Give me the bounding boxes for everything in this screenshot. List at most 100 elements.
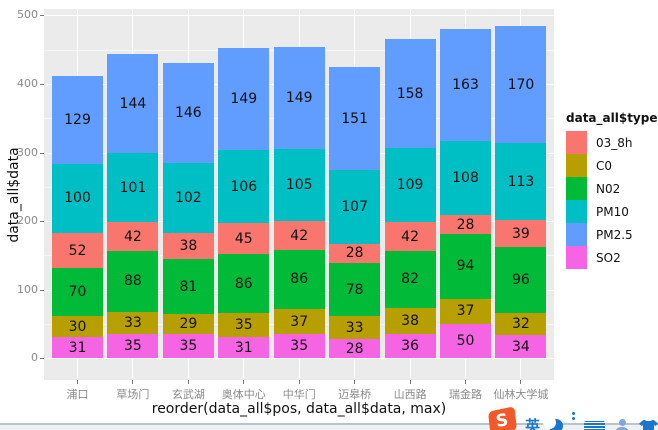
bar-value-label: 81 — [179, 278, 198, 295]
legend-label: PM2.5 — [596, 227, 633, 242]
user-account-icon[interactable] — [614, 414, 630, 430]
bar-value-label: 149 — [230, 91, 258, 108]
bar-segment — [329, 339, 381, 359]
bar-segment — [52, 337, 103, 359]
x-tick-label: 奥体中心 — [221, 388, 266, 401]
bar-value-label: 151 — [341, 110, 368, 127]
bar-value-label: 35 — [234, 317, 253, 334]
bar-segment — [329, 66, 381, 171]
bar-segment — [329, 316, 381, 340]
bar-segment — [218, 223, 270, 255]
taskbar-strip — [0, 425, 658, 430]
bar-value-label: 129 — [64, 111, 91, 128]
bar-segment — [107, 334, 159, 359]
virtual-keyboard-icon[interactable] — [584, 414, 606, 430]
bar-segment — [218, 48, 270, 151]
bar-segment — [273, 334, 325, 359]
x-tick-label: 玄武湖 — [171, 388, 205, 401]
legend-swatch — [566, 246, 587, 269]
bar-segment — [495, 313, 547, 335]
bar-segment — [162, 162, 214, 233]
ime-toolbar: S 英 — [488, 406, 658, 430]
bar-value-label: 82 — [401, 271, 419, 288]
bar-value-label: 86 — [290, 271, 309, 288]
bar-value-label: 96 — [512, 272, 530, 289]
bar-segment — [107, 222, 159, 252]
legend-key: 03_8h — [566, 131, 657, 154]
bar-value-label: 101 — [119, 179, 147, 196]
y-tick-mark — [40, 83, 44, 85]
x-tick-label: 草场门 — [116, 388, 150, 401]
night-mode-icon[interactable] — [543, 414, 564, 430]
bar-value-label: 34 — [512, 338, 530, 355]
bar-segment — [52, 164, 103, 233]
gridline-major — [44, 358, 554, 360]
legend: data_all$type 03_8h C0 N02 PM10 PM2.5 SO2 — [566, 111, 657, 269]
bar-segment — [218, 254, 270, 313]
y-tick-label: 100 — [17, 282, 38, 296]
legend-swatch — [566, 131, 587, 154]
bar-value-label: 170 — [507, 76, 535, 93]
sogou-logo-letter: S — [494, 409, 510, 430]
bar-value-label: 38 — [179, 237, 198, 254]
bar-value-label: 36 — [401, 337, 419, 354]
bar-segment — [52, 232, 103, 269]
bar-segment — [218, 337, 270, 359]
bar-value-label: 37 — [456, 303, 475, 320]
y-tick-label: 200 — [17, 214, 38, 228]
bar-value-label: 42 — [290, 227, 309, 244]
more-options-dots-icon[interactable] — [572, 412, 576, 430]
bar-value-label: 94 — [456, 258, 475, 275]
bar-segment — [384, 251, 436, 308]
x-axis-title: reorder(data_all$pos, data_all$data, max… — [151, 401, 447, 417]
y-tick-label: 300 — [17, 145, 38, 159]
shirt-icon — [639, 419, 658, 430]
x-tick-mark — [77, 380, 78, 384]
bar-segment — [495, 334, 547, 359]
legend-swatch — [566, 154, 587, 177]
y-tick-mark — [40, 289, 44, 291]
bar-segment — [384, 147, 436, 223]
legend-key: PM10 — [566, 200, 657, 223]
gridline-major — [44, 15, 554, 17]
legend-key: PM2.5 — [566, 223, 657, 246]
x-tick-mark — [187, 380, 189, 384]
bar-value-label: 86 — [234, 275, 253, 292]
bar-segment — [273, 149, 325, 222]
legend-swatch — [566, 223, 587, 246]
bar-value-label: 39 — [512, 225, 530, 242]
bar-value-label: 42 — [401, 228, 419, 245]
taskbar-top-edge — [0, 423, 658, 425]
english-mode-icon[interactable]: 英 — [525, 414, 540, 430]
bar-value-label: 163 — [452, 76, 479, 93]
bar-value-label: 35 — [179, 338, 198, 355]
sogou-ime-logo-icon[interactable]: S — [488, 406, 517, 430]
person-icon — [614, 419, 630, 430]
y-tick-label: 500 — [17, 8, 38, 22]
bar-segment — [218, 313, 270, 338]
bar-value-label: 42 — [124, 228, 142, 245]
moon-icon — [543, 416, 564, 430]
bar-value-label: 45 — [234, 230, 253, 247]
legend-label: 03_8h — [596, 135, 633, 150]
bar-value-label: 107 — [341, 199, 368, 216]
bar-segment — [52, 268, 103, 317]
y-tick-label: 0 — [31, 351, 38, 365]
legend-label: C0 — [596, 158, 613, 173]
bar-segment — [329, 170, 381, 244]
bar-value-label: 149 — [285, 89, 313, 106]
legend-label: SO2 — [596, 250, 621, 265]
x-tick-mark — [465, 380, 466, 384]
y-tick-label: 400 — [17, 76, 38, 90]
y-axis-title: data_all$data — [6, 147, 22, 243]
x-tick-mark — [132, 380, 134, 384]
y-tick-mark — [40, 221, 44, 223]
bar-value-label: 37 — [290, 313, 309, 330]
x-tick-label: 中华门 — [282, 388, 316, 401]
bar-value-label: 35 — [124, 338, 142, 355]
bar-value-label: 28 — [456, 216, 475, 233]
bar-value-label: 30 — [68, 318, 87, 335]
bar-value-label: 52 — [68, 242, 87, 259]
ime-skin-icon[interactable] — [639, 414, 658, 430]
